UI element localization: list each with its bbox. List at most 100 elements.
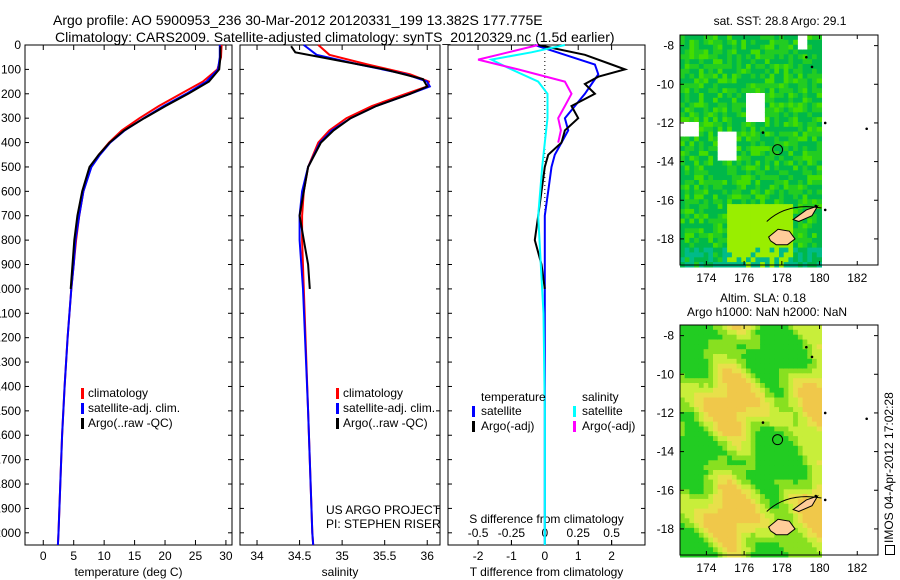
map-cell <box>802 189 808 195</box>
map-cell <box>713 494 719 500</box>
map-cell <box>741 354 747 360</box>
map-cell <box>802 155 808 162</box>
map-cell <box>684 397 690 403</box>
map-cell <box>755 242 761 249</box>
map-cell <box>703 170 709 176</box>
map-cell <box>741 421 747 427</box>
map-cell <box>774 83 780 89</box>
map-cell <box>694 397 700 403</box>
map-cell <box>760 160 766 166</box>
map-cell <box>760 122 766 128</box>
map-cell <box>760 479 766 485</box>
map-cell <box>717 470 723 476</box>
map-cell <box>741 107 747 113</box>
map-cell <box>689 368 695 374</box>
map-cell <box>755 199 761 205</box>
map-cell <box>802 112 808 118</box>
map-cell <box>684 537 690 543</box>
map-cell <box>722 392 728 398</box>
map-cell <box>708 339 714 345</box>
map-cell <box>760 508 766 514</box>
map-cell <box>760 131 766 137</box>
map-cell <box>722 378 728 384</box>
map-cell <box>816 252 822 258</box>
map-cell <box>812 474 818 481</box>
map-cell <box>680 180 686 186</box>
map-cell <box>731 146 738 152</box>
map-cell <box>741 184 747 191</box>
legend-label: Argo(..raw -QC) <box>343 416 428 430</box>
map-cell <box>727 155 733 162</box>
map-cell <box>698 204 705 210</box>
map-cell <box>689 392 695 398</box>
map-cell <box>802 180 808 186</box>
map-cell <box>769 165 775 171</box>
map-cell <box>727 107 733 113</box>
legend-swatch <box>81 388 84 399</box>
map-cell <box>689 450 695 456</box>
map-cell <box>694 387 700 394</box>
map-cell <box>779 68 785 75</box>
map-cell <box>694 527 700 534</box>
map-cell <box>783 93 789 99</box>
map-cell <box>750 93 756 99</box>
map-cell <box>731 151 738 157</box>
map-cell <box>722 358 728 365</box>
map-cell <box>816 358 822 365</box>
map-cell <box>727 131 733 137</box>
map-cell <box>713 93 719 99</box>
map-cell <box>680 523 686 529</box>
map-cell <box>708 68 714 75</box>
map-cell <box>680 503 686 510</box>
map-cell <box>708 329 714 336</box>
map-cell <box>741 165 747 171</box>
map-cell <box>708 455 714 461</box>
map-cell <box>812 218 818 224</box>
y-tick-label: 500 <box>1 160 21 174</box>
map-cell <box>727 407 733 413</box>
map-cell <box>764 97 771 104</box>
x-tick-label: 182 <box>847 561 867 575</box>
map-cell <box>816 363 822 370</box>
map-cell <box>760 455 766 461</box>
map-cell <box>713 465 719 471</box>
map-cell <box>741 233 747 239</box>
map-cell <box>717 532 723 539</box>
map-cell <box>750 354 756 360</box>
map-cell <box>698 257 705 263</box>
map-cell <box>764 489 771 495</box>
map-cell <box>717 542 723 548</box>
map-cell <box>755 426 761 432</box>
map-cell <box>755 78 761 84</box>
map-cell <box>703 126 709 133</box>
map-cell <box>689 503 695 510</box>
map-cell <box>722 180 728 186</box>
map-cell <box>708 441 714 447</box>
map-cell <box>764 416 771 423</box>
map-cell <box>713 35 719 41</box>
map-cell <box>750 141 756 147</box>
map-cell <box>764 151 771 157</box>
map-cell <box>783 68 789 75</box>
map-cell <box>750 112 756 118</box>
map-cell <box>783 204 789 210</box>
map-cell <box>736 237 742 244</box>
map-cell <box>741 441 747 447</box>
map-cell <box>783 136 789 142</box>
map-cell <box>788 436 794 442</box>
map-cell <box>769 175 775 181</box>
map-cell <box>727 39 733 46</box>
map-cell <box>764 349 771 355</box>
map-cell <box>816 175 822 181</box>
map-cell <box>816 513 822 519</box>
map-cell <box>703 537 709 543</box>
map-cell <box>764 112 771 118</box>
map-cell <box>713 194 719 200</box>
map-cell <box>689 402 695 408</box>
map-cell <box>764 368 771 374</box>
map-cell <box>717 416 723 423</box>
map-cell <box>684 170 690 176</box>
map-cell <box>727 141 733 147</box>
map-cell <box>698 358 705 365</box>
map-cell <box>694 59 700 65</box>
